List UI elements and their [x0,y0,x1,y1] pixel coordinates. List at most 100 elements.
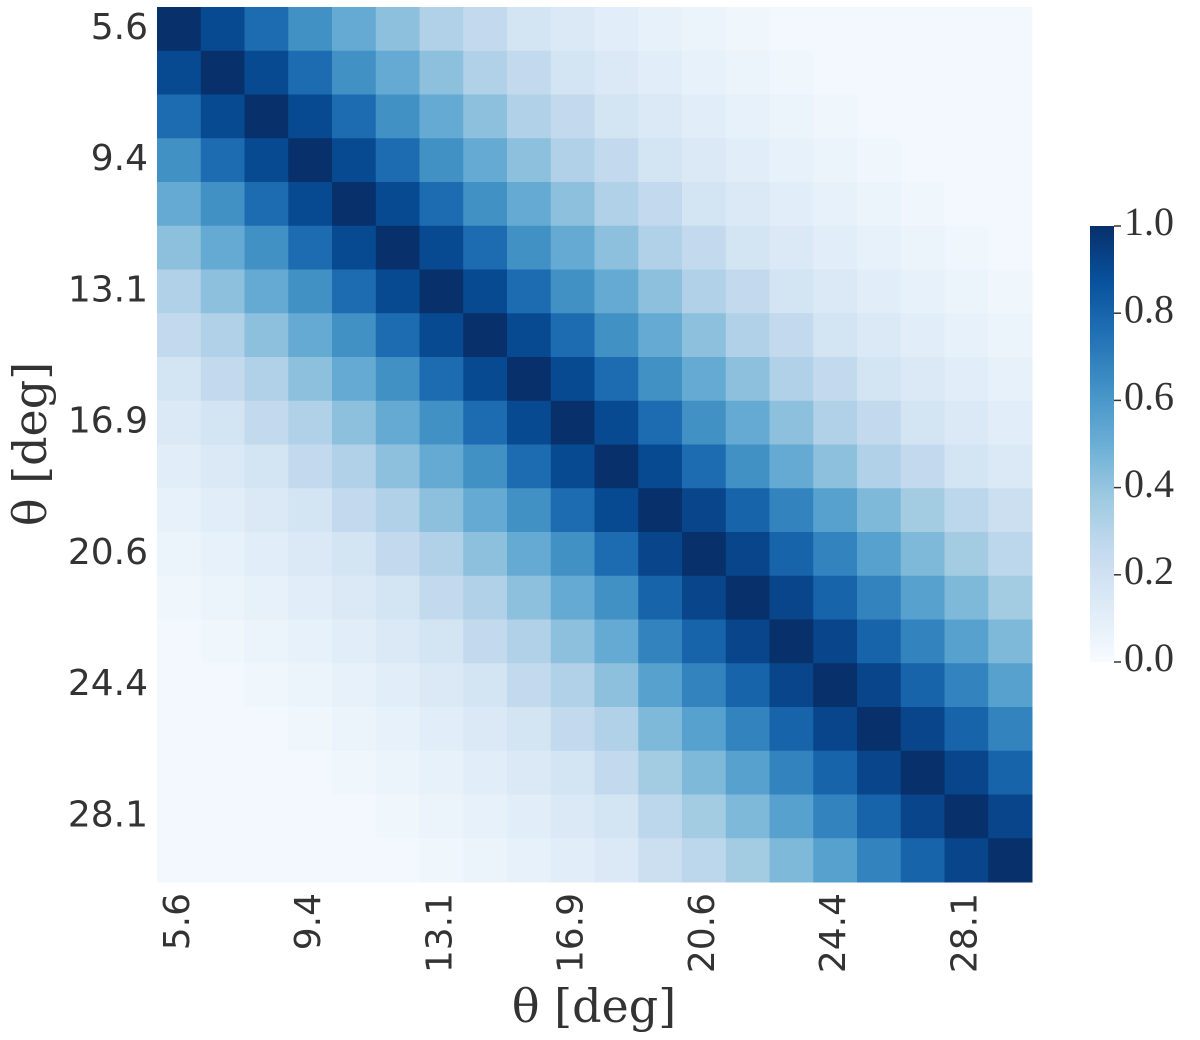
heatmap-cell [988,400,1033,445]
heatmap-cell [375,182,420,227]
heatmap-cell [988,794,1033,839]
heatmap-cell [375,269,420,314]
heatmap-cell [900,400,945,445]
heatmap-cell [375,619,420,664]
heatmap-cell [419,7,464,52]
heatmap-cell [813,838,858,883]
heatmap-cell [594,444,639,489]
heatmap-cell [725,575,770,620]
heatmap-cell [813,138,858,183]
heatmap-cell [157,794,202,839]
heatmap-cell [550,50,595,95]
heatmap-cell [769,707,814,752]
heatmap-cell [200,313,245,358]
heatmap-cell [900,50,945,95]
heatmap-cell [638,357,683,402]
heatmap-cell [944,794,989,839]
heatmap-cell [857,50,902,95]
heatmap-cell [200,269,245,314]
heatmap-cell [682,400,727,445]
heatmap-cell [725,707,770,752]
heatmap-cell [769,794,814,839]
heatmap-cell [857,94,902,139]
heatmap-cell [332,838,377,883]
heatmap-cell [638,707,683,752]
heatmap-cell [419,707,464,752]
heatmap-cell [944,94,989,139]
heatmap-cell [332,94,377,139]
heatmap-cell [200,50,245,95]
heatmap-cell [463,532,508,577]
heatmap-cell [507,269,552,314]
heatmap-cell [507,7,552,52]
heatmap-cell [725,7,770,52]
heatmap-cell [157,575,202,620]
heatmap-cell [638,663,683,708]
heatmap-cell [594,182,639,227]
heatmap-cell [813,7,858,52]
heatmap-cell [463,619,508,664]
heatmap-cell [200,838,245,883]
heatmap-cell [375,488,420,533]
heatmap-cell [857,138,902,183]
heatmap-cell [463,138,508,183]
heatmap-cell [682,707,727,752]
heatmap-cell [769,750,814,795]
heatmap-cell [769,182,814,227]
heatmap-cell [682,532,727,577]
heatmap-cell [550,182,595,227]
heatmap-cell [507,750,552,795]
heatmap-cell [813,532,858,577]
heatmap-cell [813,400,858,445]
heatmap-cell [550,225,595,270]
heatmap-cell [157,94,202,139]
heatmap-cell [507,488,552,533]
heatmap-cell [638,269,683,314]
heatmap-cell [725,357,770,402]
heatmap-cell [507,663,552,708]
heatmap-cell [857,7,902,52]
heatmap-cell [419,444,464,489]
heatmap-cell [944,707,989,752]
heatmap-cell [857,838,902,883]
heatmap-cell [638,750,683,795]
heatmap-cell [419,138,464,183]
heatmap-cell [419,269,464,314]
heatmap-cell [200,663,245,708]
x-tick-label: 16.9 [551,893,592,973]
heatmap-cell [594,750,639,795]
heatmap-cell [244,575,289,620]
heatmap-cell [988,7,1033,52]
heatmap-cell [200,488,245,533]
heatmap-cell [332,488,377,533]
heatmap-cell [200,750,245,795]
heatmap-cell [594,400,639,445]
heatmap-cell [244,619,289,664]
heatmap-cell [463,94,508,139]
heatmap-cell [200,94,245,139]
heatmap-cell [463,488,508,533]
heatmap-cell [594,488,639,533]
heatmap-cell [550,313,595,358]
heatmap-cell [900,138,945,183]
heatmap-cell [244,269,289,314]
heatmap-cell [900,838,945,883]
heatmap-cell [550,269,595,314]
heatmap-cell [463,663,508,708]
heatmap-cell [244,532,289,577]
heatmap-cell [507,225,552,270]
heatmap-cell [200,707,245,752]
heatmap-cell [200,575,245,620]
heatmap-cell [813,488,858,533]
heatmap-cell [332,50,377,95]
heatmap-cell [725,225,770,270]
heatmap-cell [594,225,639,270]
heatmap-cell [157,225,202,270]
heatmap-cell [288,182,333,227]
heatmap-cell [638,619,683,664]
heatmap-cell [244,750,289,795]
heatmap-cell [638,138,683,183]
heatmap-cell [813,663,858,708]
heatmap-cell [332,7,377,52]
